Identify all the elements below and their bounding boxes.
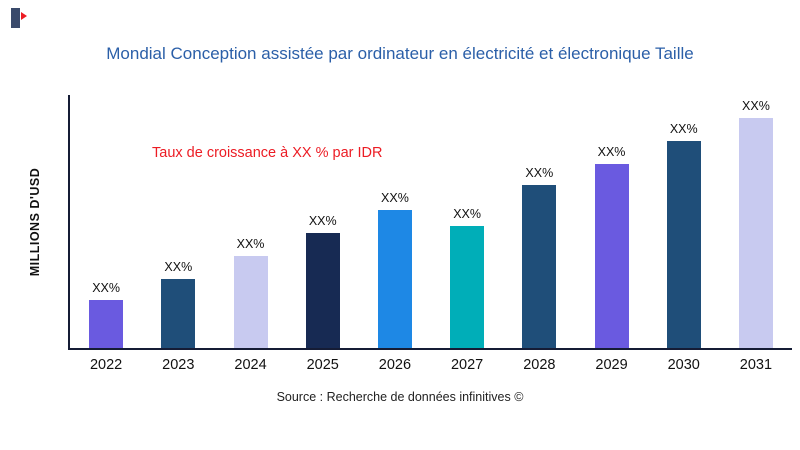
bars-row: XX% XX% XX% XX% XX% XX% XX% XX% XX% XX% bbox=[70, 95, 792, 348]
chart-title: Mondial Conception assistée par ordinate… bbox=[106, 44, 694, 63]
bar-group-2022: XX% bbox=[70, 281, 142, 348]
bar-value-label: XX% bbox=[742, 99, 770, 113]
bar bbox=[738, 118, 773, 348]
bar-group-2026: XX% bbox=[359, 191, 431, 348]
x-tick-label: 2026 bbox=[378, 357, 412, 373]
bar-group-2031: XX% bbox=[720, 99, 792, 348]
x-tick-label: 2024 bbox=[234, 357, 267, 373]
x-tick-label: 2025 bbox=[306, 357, 339, 373]
bar-value-label: XX% bbox=[308, 214, 337, 228]
bar-value-label: XX% bbox=[236, 237, 265, 251]
x-tick-label: 2031 bbox=[739, 357, 773, 373]
bar bbox=[450, 226, 485, 348]
x-tick-label: 2022 bbox=[89, 357, 123, 373]
bar bbox=[89, 300, 124, 348]
bar-value-label: XX% bbox=[92, 281, 120, 295]
bar-group-2029: XX% bbox=[575, 145, 647, 348]
bar-group-2024: XX% bbox=[214, 237, 286, 348]
x-axis-tick-labels: 2022 2023 2024 2025 2026 2027 2028 2029 2030 2031 bbox=[70, 348, 792, 373]
source-credit: Source : Recherche de données infinitive… bbox=[276, 390, 524, 404]
bar-value-label: XX% bbox=[164, 260, 193, 274]
bar-group-2030: XX% bbox=[648, 122, 720, 348]
y-axis-label: MILLIONS D'USD bbox=[28, 167, 42, 277]
bar-value-label: XX% bbox=[381, 191, 409, 205]
bar-group-2027: XX% bbox=[431, 207, 503, 348]
bar bbox=[305, 233, 340, 348]
bar bbox=[233, 256, 268, 348]
x-tick-label: 2027 bbox=[450, 357, 484, 373]
bar-group-2025: XX% bbox=[287, 214, 359, 348]
bar bbox=[594, 164, 629, 348]
bar bbox=[522, 185, 557, 348]
bar-group-2023: XX% bbox=[142, 260, 214, 348]
bar-group-2028: XX% bbox=[503, 166, 575, 348]
brand-logo-icon bbox=[11, 8, 27, 28]
x-tick-label: 2029 bbox=[595, 357, 628, 373]
bar-value-label: XX% bbox=[453, 207, 482, 221]
bar-value-label: XX% bbox=[525, 166, 554, 180]
x-tick-label: 2028 bbox=[523, 357, 556, 373]
bar-value-label: XX% bbox=[597, 145, 626, 159]
bar bbox=[377, 210, 412, 348]
bar bbox=[161, 279, 196, 348]
growth-rate-annotation: Taux de croissance à XX % par IDR bbox=[152, 145, 383, 161]
bar bbox=[666, 141, 701, 348]
bar-value-label: XX% bbox=[669, 122, 698, 136]
plot-area: Taux de croissance à XX % par IDR XX% XX%… bbox=[68, 95, 792, 373]
x-tick-label: 2030 bbox=[667, 357, 700, 373]
x-tick-label: 2023 bbox=[162, 357, 195, 373]
